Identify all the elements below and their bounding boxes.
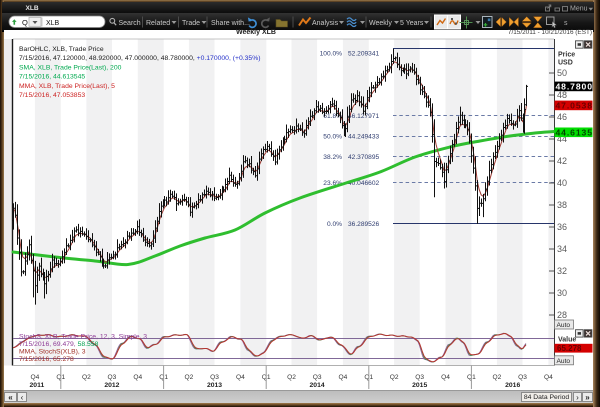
- svg-text:MMA, StochS(XLB), 3: MMA, StochS(XLB), 3: [19, 348, 86, 355]
- svg-text:Q2: Q2: [287, 374, 296, 381]
- svg-text:MMA, XLB, Trade Price(Last),: MMA, XLB, Trade Price(Last), 5: [19, 83, 115, 90]
- svg-text:Search: Search: [119, 20, 141, 27]
- svg-text:47.0538: 47.0538: [556, 101, 593, 111]
- svg-text:Q4: Q4: [441, 374, 450, 381]
- svg-text:XLB: XLB: [26, 5, 39, 12]
- svg-text:Q3: Q3: [108, 374, 117, 381]
- svg-text:2011: 2011: [30, 382, 45, 389]
- svg-text:7/15/2016, 47.120000, 48.92000: 7/15/2016, 47.120000, 48.920000, 47.0000…: [19, 55, 261, 62]
- svg-text:Q2: Q2: [82, 374, 91, 381]
- svg-text:2012: 2012: [104, 382, 119, 389]
- svg-text:7/15/2016, 65.278: 7/15/2016, 65.278: [19, 356, 74, 363]
- svg-text:36.289526: 36.289526: [348, 221, 380, 228]
- svg-text:28: 28: [557, 310, 567, 320]
- svg-text:2013: 2013: [207, 382, 222, 389]
- svg-text:Analysis: Analysis: [312, 20, 339, 27]
- svg-text:Q4: Q4: [544, 374, 553, 381]
- svg-text:38.2%: 38.2%: [323, 154, 342, 161]
- svg-text:Menu: Menu: [570, 6, 588, 13]
- svg-text:SMA, XLB, Trade Price(Last),: SMA, XLB, Trade Price(Last), 200: [19, 64, 122, 71]
- svg-text:46: 46: [557, 112, 567, 122]
- svg-text:44.6135: 44.6135: [556, 128, 593, 138]
- svg-text:42: 42: [557, 156, 567, 166]
- svg-text:7/15/2016, 47.053853: 7/15/2016, 47.053853: [19, 92, 85, 99]
- svg-text:61.8%: 61.8%: [323, 113, 342, 120]
- svg-text:48.7800: 48.7800: [556, 82, 593, 92]
- svg-text:44.249433: 44.249433: [348, 134, 380, 141]
- svg-text:34: 34: [557, 244, 567, 254]
- svg-text:100.0%: 100.0%: [320, 51, 343, 58]
- svg-text:65.278: 65.278: [557, 344, 582, 353]
- svg-text:36: 36: [557, 222, 567, 232]
- svg-text:USD: USD: [558, 60, 573, 67]
- svg-text:0.0%: 0.0%: [327, 221, 342, 228]
- svg-text:40: 40: [557, 178, 567, 188]
- svg-text:2015: 2015: [412, 382, 427, 389]
- svg-text:42.370895: 42.370895: [348, 154, 380, 161]
- svg-text:Q3: Q3: [415, 374, 424, 381]
- svg-text:Price: Price: [558, 52, 575, 59]
- svg-text:Q4: Q4: [133, 374, 142, 381]
- svg-text:5 Years: 5 Years: [400, 20, 424, 27]
- svg-text:Q4: Q4: [339, 374, 348, 381]
- svg-text:Q2: Q2: [493, 374, 502, 381]
- svg-text:Weekly: Weekly: [369, 20, 392, 27]
- svg-text:46.127971: 46.127971: [348, 113, 380, 120]
- svg-text:Share with...: Share with...: [211, 20, 250, 27]
- svg-text:Q3: Q3: [518, 374, 527, 381]
- svg-text:50: 50: [557, 68, 567, 78]
- svg-text:Q4: Q4: [31, 374, 40, 381]
- svg-text:Related: Related: [146, 20, 170, 27]
- svg-text:Trade: Trade: [182, 20, 200, 27]
- svg-text:48: 48: [557, 90, 567, 100]
- svg-text:Q2: Q2: [390, 374, 399, 381]
- svg-text:Auto: Auto: [557, 322, 571, 329]
- svg-text:30: 30: [557, 288, 567, 298]
- svg-text:Q4: Q4: [236, 374, 245, 381]
- svg-text:Value: Value: [558, 337, 576, 344]
- svg-text:23.6%: 23.6%: [323, 180, 342, 187]
- svg-text:Q: Q: [22, 18, 28, 27]
- svg-text:32: 32: [557, 266, 567, 276]
- svg-text:7/15/2016, 69.479, 58.558: 7/15/2016, 69.479, 58.558: [19, 341, 99, 348]
- svg-text:40.046602: 40.046602: [348, 180, 380, 187]
- svg-text:StochS, XLB, Trade Price, 12,: StochS, XLB, Trade Price, 12, 3, Simple,…: [19, 333, 147, 340]
- svg-text:s: s: [564, 20, 568, 27]
- svg-text:Q3: Q3: [313, 374, 322, 381]
- svg-text:XLB: XLB: [46, 20, 60, 27]
- svg-text:7/15/2016, 44.613545: 7/15/2016, 44.613545: [19, 74, 85, 81]
- svg-text:2016: 2016: [505, 382, 520, 389]
- svg-text:50.0%: 50.0%: [323, 134, 342, 141]
- svg-text:BarOHLC, XLB, Trade Price: BarOHLC, XLB, Trade Price: [19, 46, 104, 53]
- svg-text:38: 38: [557, 200, 567, 210]
- svg-text:2014: 2014: [310, 382, 325, 389]
- svg-text:Q2: Q2: [185, 374, 194, 381]
- svg-text:Q3: Q3: [210, 374, 219, 381]
- svg-text:Auto: Auto: [557, 358, 571, 365]
- svg-text:52.209341: 52.209341: [348, 51, 380, 58]
- svg-text:44: 44: [557, 134, 567, 144]
